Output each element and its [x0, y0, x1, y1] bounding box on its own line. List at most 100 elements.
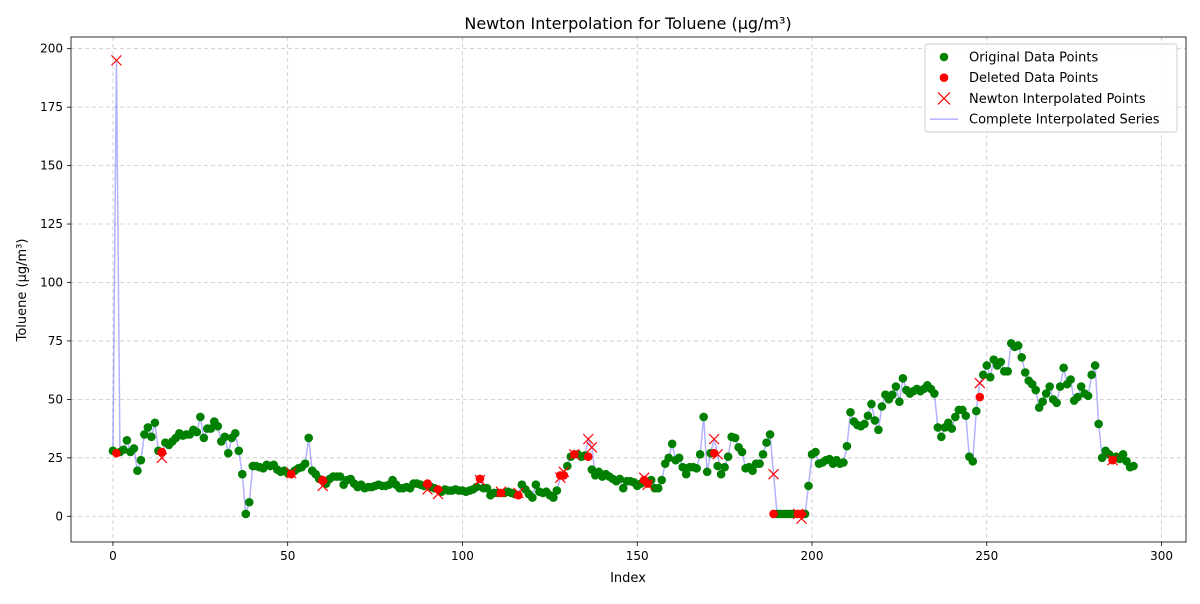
original-data-point: [978, 370, 988, 380]
original-data-point: [692, 464, 701, 473]
original-data-point: [1052, 398, 1061, 408]
newton-interpolated-point: [768, 468, 779, 480]
original-data-point: [930, 389, 939, 398]
newton-interpolated-point: [638, 472, 650, 484]
original-data-point: [888, 390, 897, 400]
original-data-point: [220, 432, 230, 442]
y-tick-label: 175: [40, 100, 63, 114]
plot-area: 0 50 100 150 200 250 300 0 25 50 75 100 125 150 175 200: [40, 36, 1187, 563]
original-data-point: [1094, 419, 1103, 429]
axes-frame: [70, 36, 1187, 543]
original-data-point: [147, 432, 156, 442]
original-data-point: [699, 412, 708, 422]
x-tick-label: 300: [1150, 549, 1173, 563]
original-data-point: [531, 480, 541, 490]
original-data-point: [1020, 368, 1030, 377]
original-data-point: [762, 438, 771, 447]
original-data-point: [839, 458, 848, 467]
deleted-data-point: [112, 448, 121, 458]
deleted-data-point: [643, 479, 653, 488]
deleted-data-point: [584, 452, 593, 461]
original-data-point: [549, 493, 558, 502]
original-data-point: [971, 406, 981, 416]
original-data-point: [755, 459, 764, 468]
original-data-point: [874, 425, 883, 435]
deleted-data-point: [475, 474, 485, 484]
original-data-point: [234, 446, 244, 456]
newton-interpolated-point: [796, 513, 807, 525]
original-data-point: [702, 467, 712, 477]
original-data-point: [765, 430, 775, 439]
original-data-point: [1076, 382, 1086, 391]
original-data-point: [737, 447, 747, 457]
newton-interpolated-point: [708, 433, 720, 445]
deleted-data-point: [514, 490, 523, 500]
chart-title: Newton Interpolation for Toluene (µg/m³): [464, 14, 791, 33]
original-data-point: [482, 483, 492, 493]
deleted-data-point: [975, 392, 985, 402]
original-data-point: [618, 483, 628, 493]
newton-interpolated-point: [712, 448, 724, 460]
original-data-point: [674, 453, 684, 463]
y-tick-label: 75: [48, 334, 63, 348]
original-data-point: [304, 433, 313, 443]
original-data-point: [1083, 391, 1093, 401]
original-data-point: [877, 402, 887, 411]
original-data-point: [1041, 389, 1051, 398]
newton-interpolated-point: [792, 508, 804, 520]
newton-interpolated-point: [558, 466, 570, 478]
legend-marker-deleted: [939, 73, 949, 82]
original-data-point: [653, 483, 663, 493]
original-data-point: [664, 453, 673, 463]
original-data-point: [119, 445, 128, 454]
original-data-point: [695, 450, 705, 459]
original-data-point: [1073, 392, 1082, 402]
original-data-point: [230, 428, 240, 438]
x-tick-label: 150: [626, 549, 649, 563]
original-data-point: [985, 372, 995, 382]
original-data-point: [1038, 397, 1047, 407]
original-data-point: [870, 416, 880, 425]
newton-interpolated-point: [512, 487, 524, 499]
original-data-point: [136, 455, 146, 465]
original-data-point: [860, 419, 869, 429]
newton-interpolated-point: [568, 448, 580, 460]
original-data-point: [951, 412, 960, 422]
newton-interpolated-point: [422, 483, 433, 495]
original-data-point: [898, 374, 908, 383]
y-tick-label: 100: [40, 275, 63, 289]
original-data-point: [891, 382, 901, 391]
original-data-point: [192, 427, 202, 437]
original-data-point: [730, 433, 740, 443]
newton-interpolated-point: [317, 480, 329, 492]
legend-box: [924, 43, 1178, 133]
original-data-point: [720, 462, 729, 472]
original-data-point: [678, 462, 687, 472]
original-data-point: [996, 357, 1006, 367]
original-data-point: [723, 452, 733, 461]
original-data-point: [241, 509, 251, 519]
original-data-point: [244, 497, 254, 507]
deleted-data-point: [423, 479, 432, 488]
original-data-point: [713, 461, 722, 471]
legend: Original Data Points Deleted Data Points N…: [924, 43, 1178, 133]
original-data-point: [1017, 353, 1027, 362]
original-data-point: [811, 447, 820, 457]
original-data-point: [937, 432, 946, 442]
original-data-point: [237, 469, 247, 479]
original-data-point: [933, 423, 943, 432]
y-tick-label: 25: [48, 451, 63, 465]
newton-interpolated-point: [974, 377, 986, 389]
original-data-point: [804, 481, 813, 491]
x-tick-label: 50: [280, 549, 295, 563]
y-tick-label: 0: [55, 509, 63, 523]
original-data-point: [1045, 382, 1054, 391]
original-data-point: [657, 475, 667, 485]
newton-interpolated-point: [1107, 454, 1119, 466]
original-data-point: [563, 461, 572, 471]
original-data-point: [1013, 341, 1023, 350]
x-tick-label: 0: [109, 549, 117, 563]
newton-interpolated-point: [432, 488, 444, 500]
